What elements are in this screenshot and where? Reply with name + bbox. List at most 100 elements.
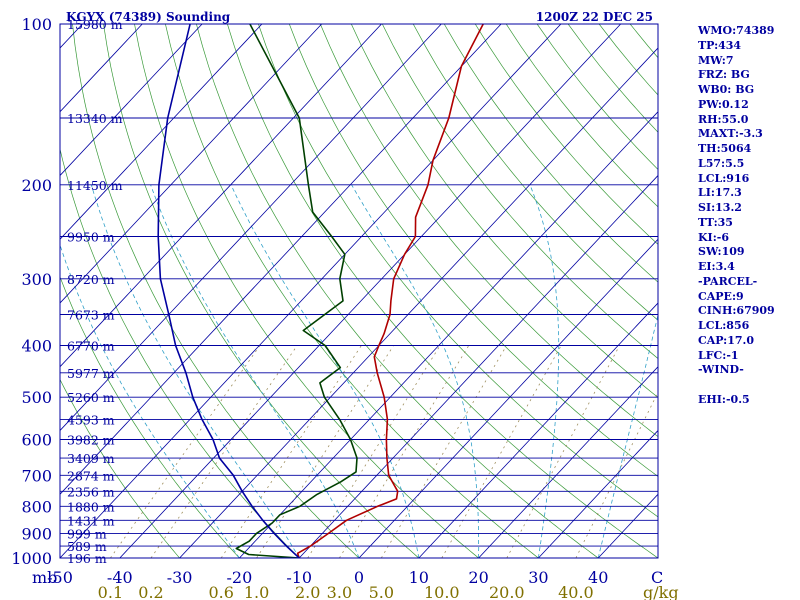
mixing-ratio-tick-label: 3.0 (327, 583, 352, 600)
temperature-tick-label: 30 (528, 568, 548, 587)
index-line: TP:434 (698, 38, 742, 52)
isotherm (418, 302, 658, 558)
height-label: 2874 m (67, 468, 115, 483)
mixing-ratio-tick-label: 2.0 (295, 583, 320, 600)
pressure-tick-label: 400 (21, 337, 52, 356)
temperature-tick-label: -40 (107, 568, 133, 587)
isotherm (538, 429, 658, 558)
dewpoint-curve (235, 24, 358, 558)
height-label: 4593 m (67, 412, 115, 427)
temperature-tick-label: -50 (47, 568, 73, 587)
pressure-tick-label: 700 (21, 466, 52, 485)
index-line: L57:5.5 (698, 156, 745, 170)
mixing-ratio-tick-label: 0.2 (138, 583, 163, 600)
index-line (698, 378, 798, 393)
height-label: 3409 m (67, 451, 115, 466)
mixing-ratio-tick-label: 40.0 (558, 583, 594, 600)
index-line: CAPE:9 (698, 289, 744, 303)
height-label: 5260 m (67, 390, 115, 405)
index-line: SW:109 (698, 245, 745, 259)
height-label: 1431 m (67, 513, 115, 528)
temperature-axis-end-label: C (651, 568, 663, 587)
mixing-ratio-line (256, 345, 394, 558)
valid-time: 1200Z 22 DEC 25 (536, 10, 653, 24)
mixing-ratio-line (441, 345, 562, 558)
mixing-ratio-line (150, 345, 298, 558)
pressure-tick-label: 1000 (11, 549, 52, 568)
index-line: TT:35 (698, 215, 733, 229)
mixing-ratio-line (506, 345, 620, 558)
pressure-tick-label: 200 (21, 176, 52, 195)
index-line: PW:0.12 (698, 97, 749, 111)
temperature-tick-label: 0 (354, 568, 364, 587)
plot-background (60, 24, 658, 558)
index-line: LCL:916 (698, 171, 750, 185)
parcel-curve (157, 24, 300, 558)
isotherm (298, 174, 658, 558)
index-line: WB0: BG (698, 83, 755, 96)
pressure-axis-label: mb (32, 568, 57, 587)
height-label: 1880 m (67, 499, 115, 514)
temperature-tick-label: 40 (588, 568, 608, 587)
mixing-ratio-tick-label: 0.1 (98, 583, 123, 600)
grid-lines (0, 24, 658, 558)
index-line: RH:55.0 (698, 112, 749, 126)
mixing-ratio-line (220, 345, 362, 558)
indices-panel: WMO:74389 TP:434 MW:7 FRZ: BG WB0: BG PW:0.12… (698, 24, 798, 408)
isotherm (119, 24, 621, 558)
isotherm (478, 366, 658, 558)
isotherm (239, 111, 658, 558)
index-line: CINH:67909 (698, 304, 775, 318)
mixing-ratio-line (380, 345, 507, 558)
index-line: MW:7 (698, 53, 734, 67)
temperature-tick-label: -20 (227, 568, 253, 587)
chart-title: KGYX (74389) Sounding (66, 10, 231, 24)
temperature-curve (296, 24, 484, 558)
mixing-ratio-tick-label: 0.6 (208, 583, 233, 600)
index-line: FRZ: BG (698, 68, 750, 82)
index-line: EI:3.4 (698, 260, 735, 273)
isotherm (179, 47, 658, 558)
temperature-tick-label: -10 (286, 568, 312, 587)
axis-labels: 15980 m 13340 m 11450 m 9950 m 8720 m 7673 m 6… (11, 15, 608, 600)
mixing-ratio-units: g/kg (643, 583, 679, 600)
height-label: 3982 m (67, 433, 115, 448)
height-label: 196 m (67, 551, 107, 566)
index-line: MAXT:-3.3 (698, 127, 763, 141)
temperature-tick-label: -30 (167, 568, 193, 587)
height-label: 999 m (67, 527, 107, 542)
pressure-tick-label: 900 (21, 525, 52, 544)
index-line: EHI:-0.5 (698, 392, 750, 406)
index-line: CAP:17.0 (698, 333, 755, 347)
temperature-tick-label: 20 (468, 568, 488, 587)
isotherm (0, 24, 23, 558)
isotherm (60, 24, 562, 558)
height-label: 7673 m (67, 308, 115, 323)
index-line: KI:-6 (698, 230, 729, 244)
index-line: -WIND- (698, 363, 744, 377)
isotherm (60, 24, 382, 368)
mixing-ratio-tick-label: 20.0 (489, 583, 525, 600)
isotherm (60, 24, 442, 432)
index-line: TH:5064 (698, 142, 752, 155)
pressure-tick-label: 500 (21, 388, 52, 407)
isotherm (60, 24, 203, 177)
sounding-curves (157, 24, 484, 558)
isotherm (60, 24, 263, 240)
pressure-tick-label: 100 (21, 15, 52, 34)
pressure-tick-label: 600 (21, 431, 52, 450)
isotherm (60, 24, 322, 304)
height-label: 2356 m (67, 484, 115, 499)
isotherm (358, 238, 658, 558)
index-line: SI:13.2 (698, 201, 742, 214)
height-label: 589 m (67, 539, 107, 554)
height-label: 11450 m (67, 178, 123, 193)
plot-border (59, 23, 659, 559)
index-line: LI:17.3 (698, 186, 742, 200)
mixing-ratio-tick-label: 10.0 (424, 583, 460, 600)
pressure-tick-label: 800 (21, 497, 52, 516)
index-line: LFC:-1 (698, 348, 739, 362)
height-label: 5977 m (67, 366, 115, 381)
index-line: LCL:856 (698, 319, 750, 332)
